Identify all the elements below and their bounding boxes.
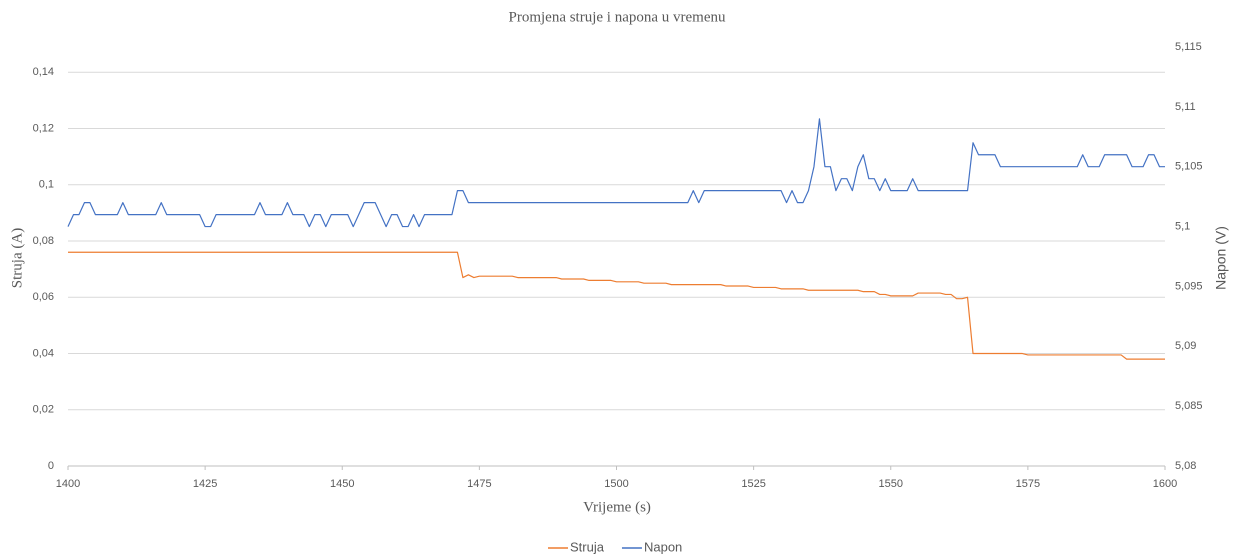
x-tick-label: 1425	[193, 478, 217, 490]
y2-tick-label: 5,105	[1175, 161, 1203, 173]
legend-label: Struja	[570, 539, 605, 554]
y2-tick-label: 5,085	[1175, 400, 1203, 412]
y-tick-label: 0,12	[33, 122, 54, 134]
y2-tick-label: 5,1	[1175, 220, 1190, 232]
legend-label: Napon	[644, 539, 682, 554]
x-tick-label: 1575	[1016, 478, 1040, 490]
y2-tick-label: 5,09	[1175, 340, 1196, 352]
x-axis-title: Vrijeme (s)	[583, 499, 651, 515]
y-tick-label: 0,04	[33, 347, 54, 359]
y2-tick-label: 5,08	[1175, 460, 1196, 472]
y-axis-title: Struja (A)	[9, 228, 25, 288]
y2-axis-title: Napon (V)	[1213, 226, 1229, 290]
y-tick-label: 0,1	[39, 179, 54, 191]
y2-tick-label: 5,095	[1175, 280, 1203, 292]
y-tick-label: 0,14	[33, 66, 54, 78]
y2-tick-label: 5,115	[1175, 41, 1202, 53]
y-tick-label: 0,06	[33, 291, 54, 303]
x-tick-label: 1475	[467, 478, 491, 490]
line-series	[68, 251, 1165, 360]
y-tick-label: 0,02	[33, 404, 54, 416]
x-tick-label: 1600	[1153, 478, 1177, 490]
x-tick-label: 1450	[330, 478, 354, 490]
y-tick-label: 0,08	[33, 235, 54, 247]
chart-title: Promjena struje i napona u vremenu	[508, 9, 726, 25]
x-tick-label: 1550	[879, 478, 903, 490]
x-tick-label: 1500	[604, 478, 628, 490]
y2-tick-label: 5,11	[1175, 101, 1196, 113]
x-tick-label: 1400	[56, 478, 80, 490]
x-tick-label: 1525	[741, 478, 765, 490]
y-tick-label: 0	[48, 460, 54, 472]
line-series	[67, 118, 1165, 228]
